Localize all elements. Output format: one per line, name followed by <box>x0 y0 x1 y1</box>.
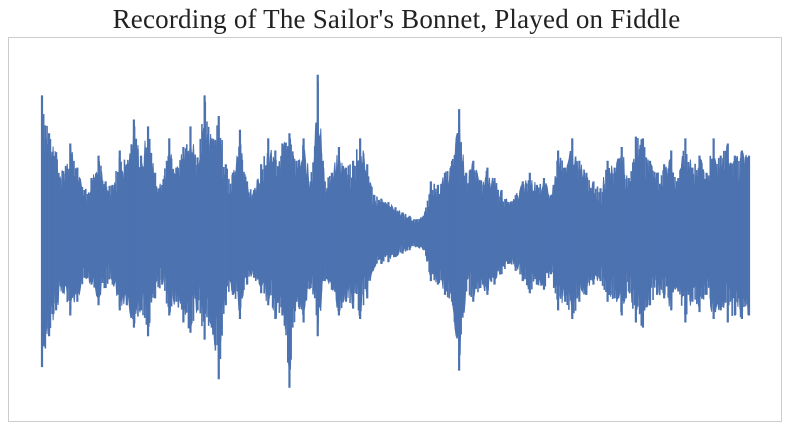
waveform-chart <box>40 74 751 388</box>
waveform-series <box>40 74 751 388</box>
chart-title: Recording of The Sailor's Bonnet, Played… <box>112 4 681 34</box>
